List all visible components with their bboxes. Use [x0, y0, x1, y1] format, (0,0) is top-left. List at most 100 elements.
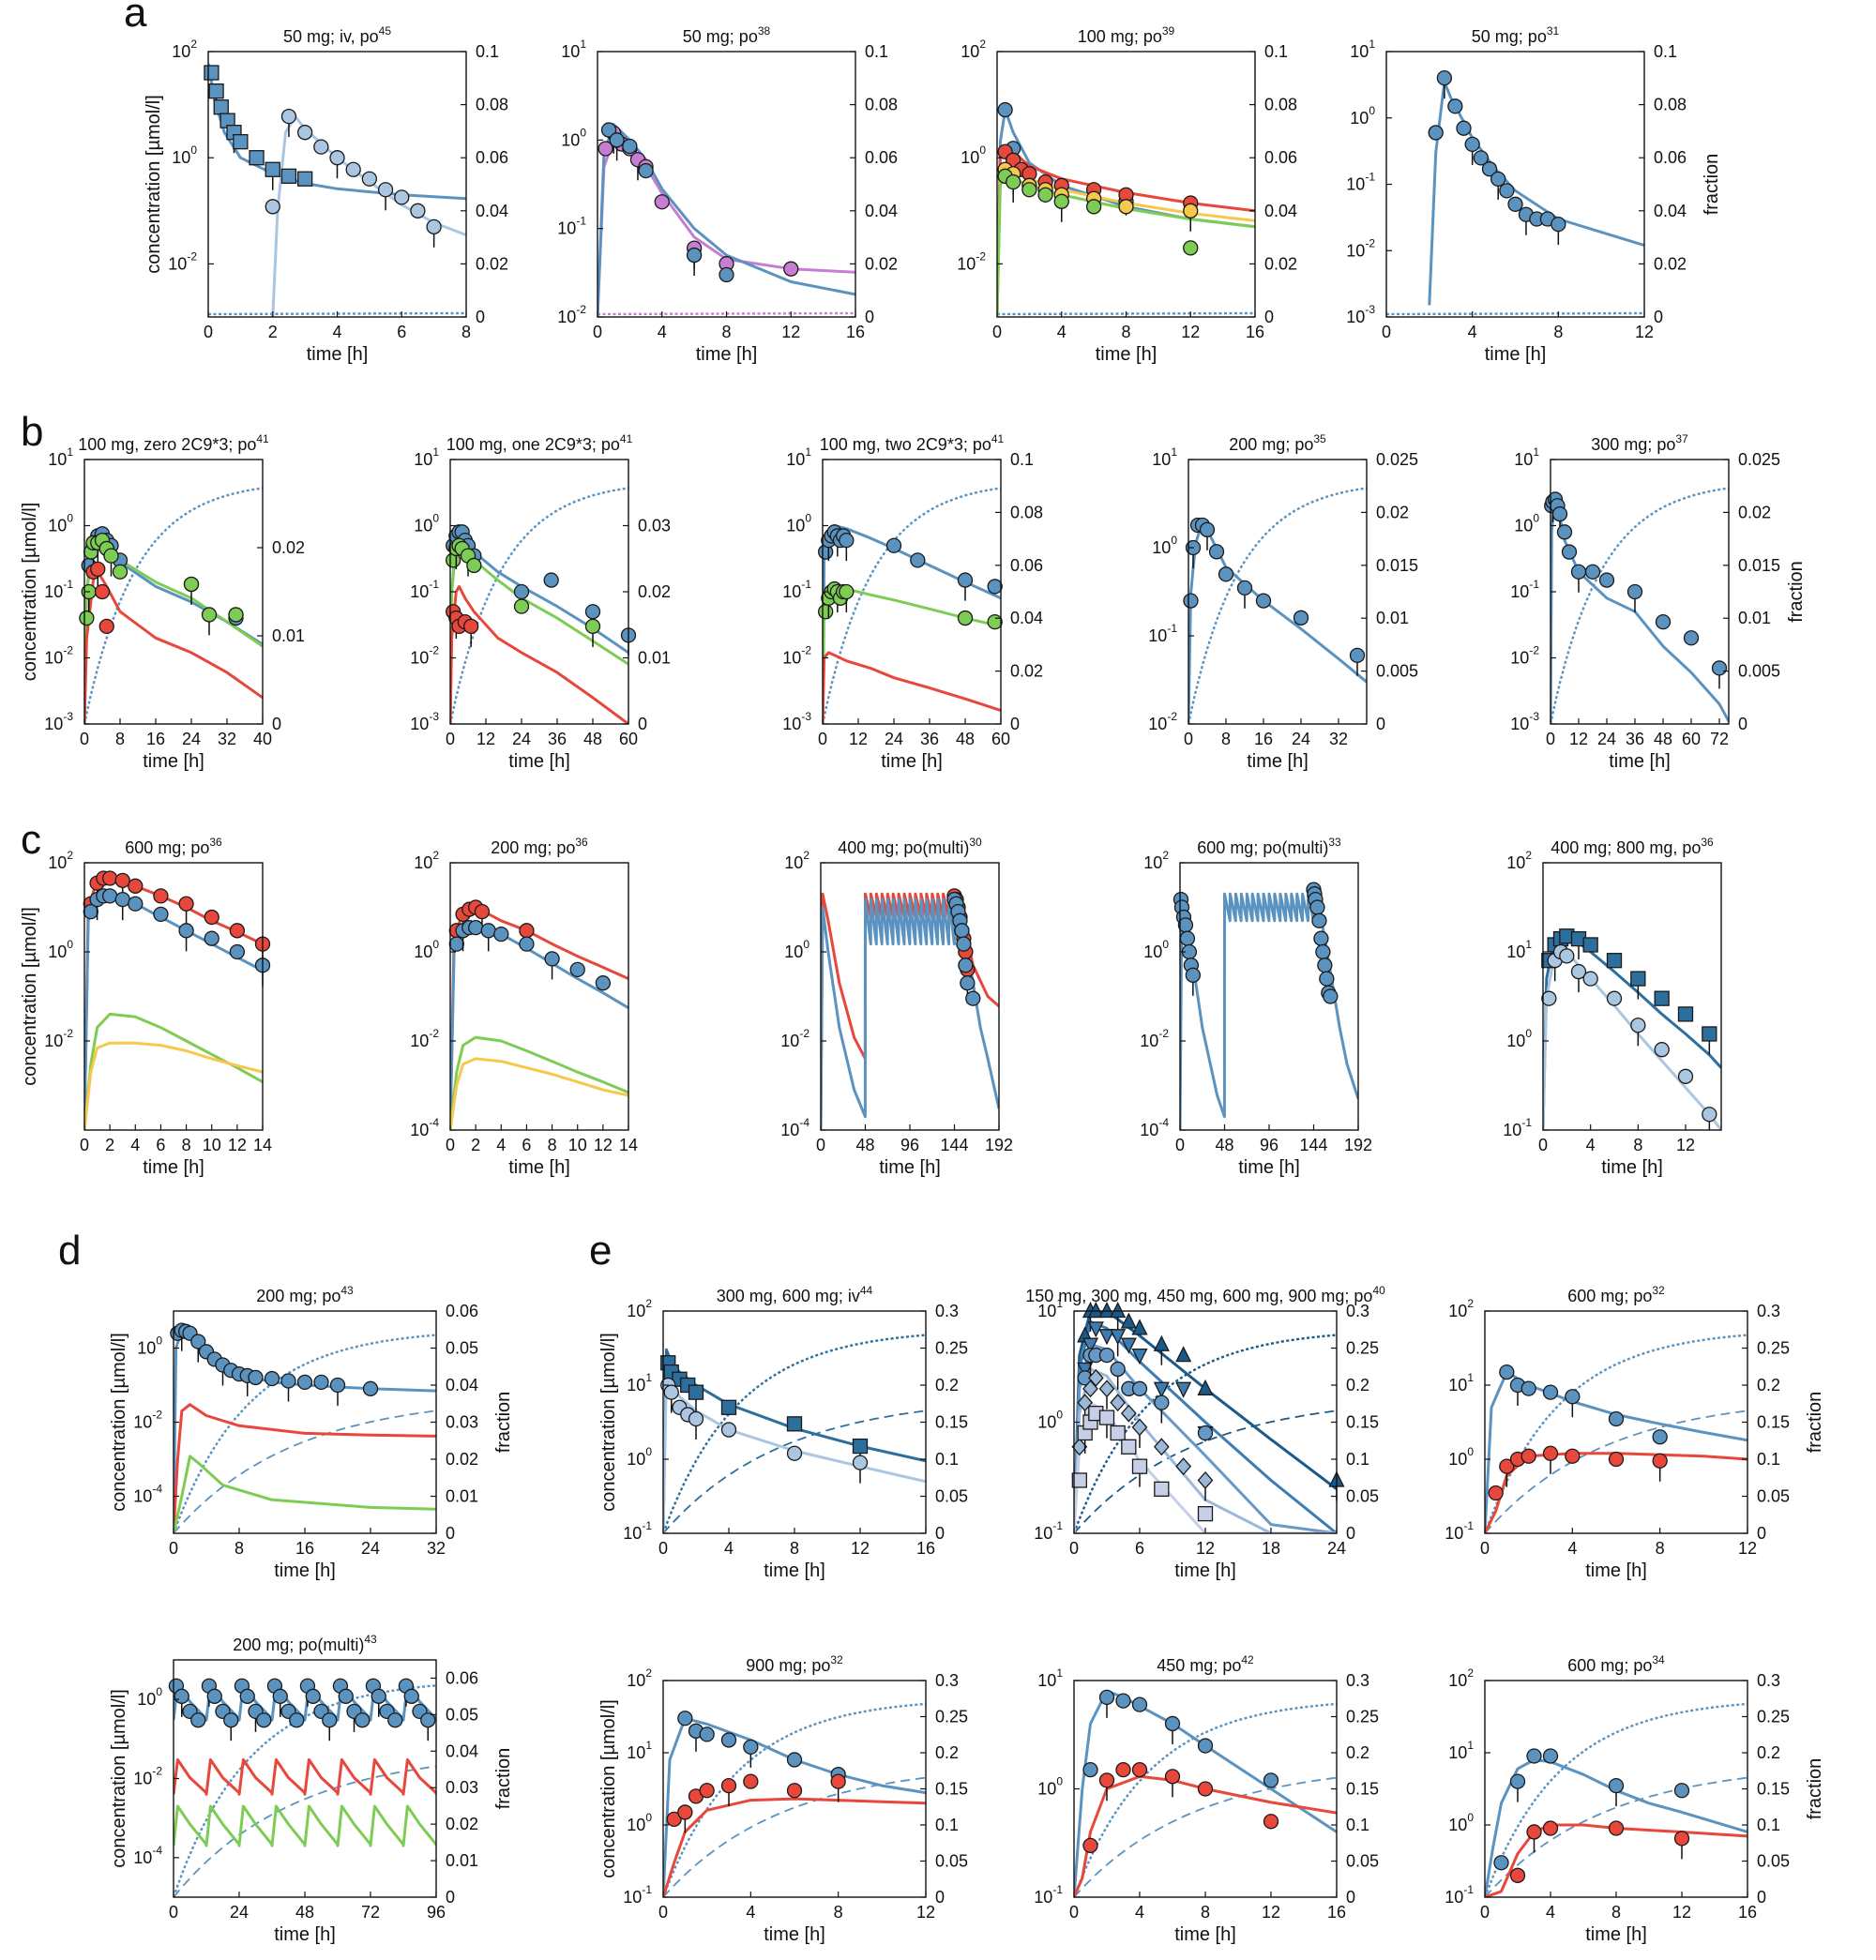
x-tick-label: 12 [849, 730, 868, 748]
x-tick-label: 12 [477, 730, 495, 748]
chart-title: 100 mg, two 2C9*3; po41 [820, 432, 1005, 454]
chart-title: 600 mg; po34 [1567, 1653, 1665, 1675]
data-point [1551, 216, 1566, 233]
chart-panel-10: 200 mg; po36 0 2 4 6 8 10 12 14 time [h] 10-4 10-2 1… [410, 836, 638, 1178]
data-point [1436, 70, 1453, 86]
data-point [1561, 544, 1578, 560]
data-point [1236, 580, 1253, 596]
y-tick-label: 10-2 [168, 249, 197, 273]
data-point [467, 920, 484, 936]
y2-tick-label: 0.15 [935, 1780, 968, 1799]
x-tick-label: 8 [1553, 323, 1563, 341]
plot-frame [173, 1310, 437, 1534]
x-tick-label: 0 [658, 1539, 668, 1558]
y-tick-label: 10-1 [782, 578, 811, 601]
y2-tick-label: 0.01 [1738, 609, 1771, 627]
data-point [493, 926, 509, 942]
data-point [1677, 1068, 1694, 1084]
y2-tick-label: 0.2 [1346, 1743, 1369, 1762]
y-tick-label: 10-4 [410, 1116, 439, 1139]
data-point [609, 132, 625, 148]
data-point [1673, 1831, 1690, 1847]
chart-panel-16: 300 mg, 600 mg; iv44 0 4 8 12 16 time [h] 10-1 1… [598, 1284, 968, 1581]
data-point [201, 607, 218, 623]
y2-tick-label: 0.06 [1010, 556, 1043, 575]
y-tick-label: 100 [1037, 1775, 1063, 1799]
data-point [957, 610, 974, 626]
fraction-curve [1074, 1702, 1337, 1897]
y-tick-label: 10-1 [623, 1519, 652, 1543]
x-axis-label: time [h] [1174, 1924, 1236, 1945]
data-point [98, 618, 114, 635]
plot-frame [1385, 51, 1645, 318]
y2-tick-label: 0.04 [1654, 202, 1687, 220]
x-tick-label: 4 [496, 1136, 506, 1154]
data-point [1077, 1362, 1094, 1379]
chart-title: 450 mg; po42 [1157, 1653, 1254, 1675]
data-point [965, 990, 981, 1006]
data-point [954, 923, 970, 939]
series-curve-green [84, 1012, 263, 1130]
x-tick-label: 48 [1654, 730, 1672, 748]
x-tick-label: 4 [1135, 1903, 1144, 1922]
data-point [103, 548, 119, 564]
x-tick-label: 24 [1292, 730, 1310, 748]
data-point [296, 1374, 313, 1391]
data-point [677, 1804, 693, 1820]
data-point [1526, 1748, 1542, 1764]
data-point [1293, 610, 1309, 626]
chart-title: 300 mg; po37 [1591, 432, 1688, 454]
y2-tick-label: 0.02 [1654, 254, 1687, 273]
series-curve-metabolite-2 [84, 570, 263, 724]
chart-panel-0: 50 mg; iv, po45 0 2 4 6 8 time [h] 10-2 100 102 co… [144, 24, 508, 365]
x-tick-label: 0 [169, 1903, 178, 1922]
fraction-curve [174, 1334, 436, 1533]
series-curve-metabolite-1 [823, 584, 1001, 724]
data-point [1570, 963, 1587, 980]
data-point [1183, 203, 1199, 219]
y2-tick-label: 0.06 [1654, 148, 1687, 167]
series-curve-blue [1180, 892, 1358, 1130]
x-axis-label: time [h] [274, 1924, 336, 1945]
data-point [1349, 647, 1366, 664]
series-curve-yellow [84, 1041, 263, 1130]
data-point [1570, 564, 1587, 580]
y-tick-label: 102 [627, 1297, 652, 1320]
y-tick-label: 102 [172, 38, 197, 61]
data-point [1131, 1380, 1148, 1396]
data-point [296, 171, 313, 187]
data-point [1082, 1837, 1098, 1854]
x-tick-label: 0 [1184, 730, 1193, 748]
data-point [1263, 1772, 1279, 1788]
y-tick-label: 10-1 [623, 1883, 652, 1907]
x-tick-label: 0 [1069, 1903, 1079, 1922]
data-point [1199, 521, 1216, 537]
y-tick-label: 10-2 [410, 644, 439, 668]
data-point [183, 576, 200, 593]
y2-tick-label: 0.005 [1376, 662, 1418, 681]
y2-tick-label: 0.06 [446, 1302, 478, 1320]
y2-tick-label: 0.1 [1654, 42, 1677, 61]
data-point [1541, 990, 1557, 1006]
data-point [208, 83, 224, 99]
y-tick-label: 100 [627, 1445, 652, 1469]
data-point [128, 878, 144, 894]
x-tick-label: 14 [253, 1136, 272, 1154]
x-tick-label: 36 [920, 730, 939, 748]
series-curve-metabolite-2 [174, 1804, 436, 1847]
y2-tick-label: 0 [1010, 715, 1020, 733]
y-tick-label: 10-1 [1510, 578, 1539, 601]
y2-tick-label: 0.05 [1757, 1852, 1790, 1871]
y2-tick-label: 0.25 [1346, 1708, 1379, 1726]
y2-tick-label: 0.01 [1376, 609, 1409, 627]
y-tick-label: 10-2 [133, 1409, 162, 1432]
data-point [1473, 150, 1489, 166]
data-point [280, 168, 297, 184]
data-point [1263, 1814, 1279, 1830]
x-axis-label: time [h] [274, 1560, 336, 1581]
chart-title: 150 mg, 300 mg, 450 mg, 600 mg, 900 mg; … [1025, 1284, 1385, 1305]
chart-panel-12: 600 mg; po(multi)33 0 48 96 144 192 time [h] 10… [1140, 836, 1372, 1178]
data-point [112, 564, 129, 580]
y-tick-label: 10-2 [782, 644, 811, 668]
y2-tick-label: 0.25 [935, 1339, 968, 1358]
